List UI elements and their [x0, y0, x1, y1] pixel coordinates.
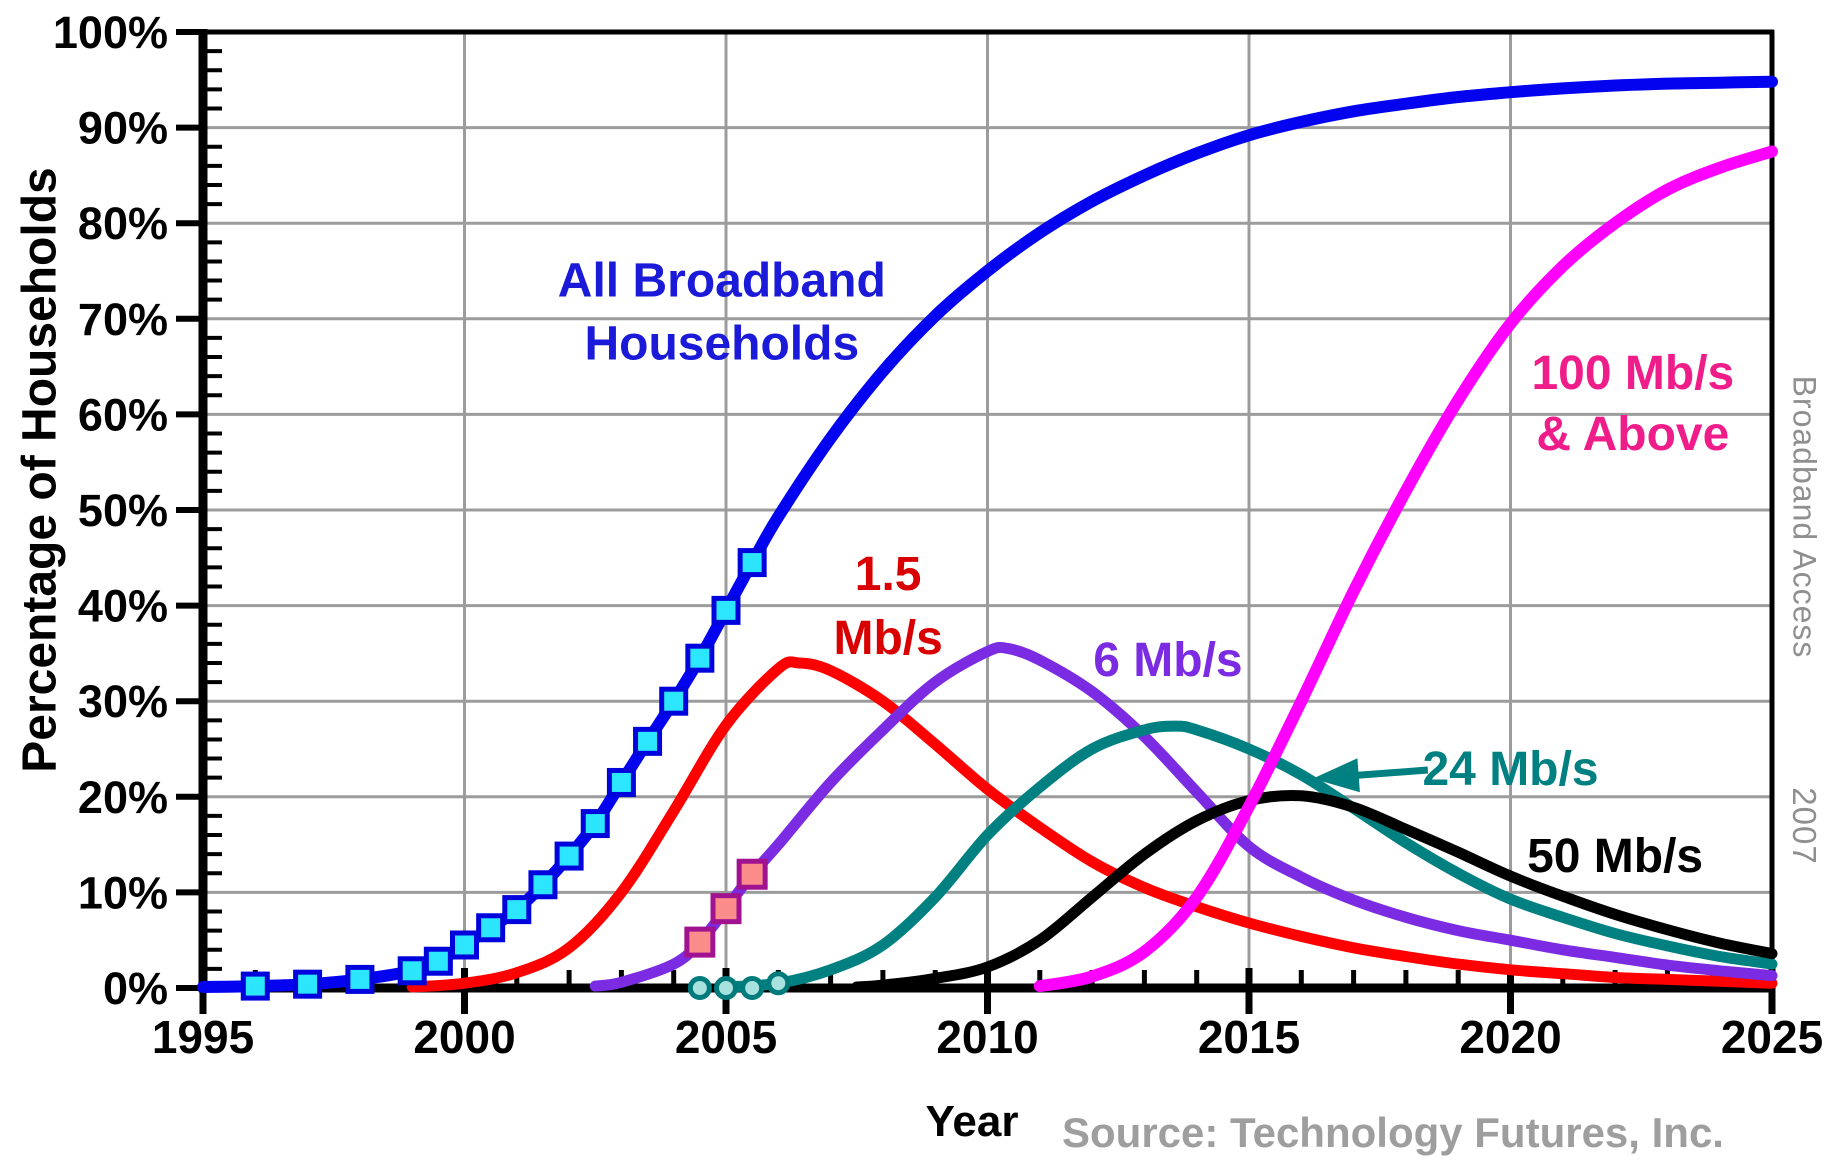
annotation-label-6-mbs: 6 Mb/s: [1093, 634, 1242, 687]
svg-text:1.5: 1.5: [855, 548, 922, 601]
y-axis-title: Percentage of Households: [13, 167, 67, 773]
curve-24-mb-s: [720, 720, 1778, 993]
annotation-label-50-mbs: 50 Mb/s: [1527, 830, 1703, 883]
markers-all-broadband-households: [240, 548, 767, 1001]
y-tick-labels: 0% 10% 20% 30% 40% 50% 60% 70% 80% 90% 100%: [53, 7, 168, 1014]
source-note: Source: Technology Futures, Inc.: [1062, 1109, 1724, 1156]
x-axis-title: Year: [925, 1097, 1019, 1146]
svg-text:10%: 10%: [78, 867, 168, 918]
svg-text:40%: 40%: [78, 581, 168, 632]
svg-text:1995: 1995: [152, 1011, 254, 1063]
svg-text:6 Mb/s: 6 Mb/s: [1093, 634, 1242, 687]
svg-text:2015: 2015: [1198, 1011, 1300, 1063]
markers-24-mb-s: [687, 971, 791, 1000]
svg-text:70%: 70%: [78, 294, 168, 345]
annotation-label-1-5-mbs: 1.5 Mb/s: [833, 548, 942, 665]
svg-text:50%: 50%: [78, 485, 168, 536]
svg-text:& Above: & Above: [1536, 408, 1729, 461]
svg-text:0%: 0%: [103, 963, 168, 1014]
svg-text:90%: 90%: [78, 103, 168, 154]
right-margin-label-broadband-access: Broadband Access: [1786, 375, 1823, 659]
svg-text:2010: 2010: [936, 1011, 1038, 1063]
annotation-label-100-mbs: 100 Mb/s & Above: [1531, 347, 1734, 461]
svg-text:20%: 20%: [78, 772, 168, 823]
svg-text:30%: 30%: [78, 676, 168, 727]
x-tick-labels: 1995 2000 2005 2010 2015 2020 2025: [152, 1011, 1823, 1063]
svg-text:100 Mb/s: 100 Mb/s: [1531, 347, 1734, 400]
annotation-arrow-24-mbs: [1312, 758, 1429, 793]
svg-text:100%: 100%: [53, 7, 168, 58]
svg-text:2025: 2025: [1721, 1011, 1823, 1063]
curve-50-mb-s: [851, 790, 1778, 993]
right-margin-label-2007: 2007: [1786, 787, 1823, 865]
curve-100-mb-s-above: [1033, 145, 1778, 993]
svg-text:2000: 2000: [413, 1011, 515, 1063]
svg-text:2020: 2020: [1459, 1011, 1561, 1063]
curve-1-5-mb-s: [406, 656, 1778, 993]
svg-text:60%: 60%: [78, 389, 168, 440]
svg-text:24 Mb/s: 24 Mb/s: [1422, 743, 1598, 796]
gridlines: [203, 32, 1772, 988]
svg-text:Households: Households: [584, 317, 859, 370]
svg-text:Mb/s: Mb/s: [833, 612, 942, 665]
svg-text:50 Mb/s: 50 Mb/s: [1527, 830, 1703, 883]
svg-text:80%: 80%: [78, 198, 168, 249]
svg-text:All Broadband: All Broadband: [558, 254, 886, 307]
markers-6-mb-s: [684, 858, 768, 958]
annotation-all-broadband-label: All Broadband Households: [558, 254, 886, 370]
curve-6-mb-s: [589, 641, 1778, 992]
annotation-label-24-mbs: 24 Mb/s: [1422, 743, 1598, 796]
svg-text:2005: 2005: [675, 1011, 777, 1063]
